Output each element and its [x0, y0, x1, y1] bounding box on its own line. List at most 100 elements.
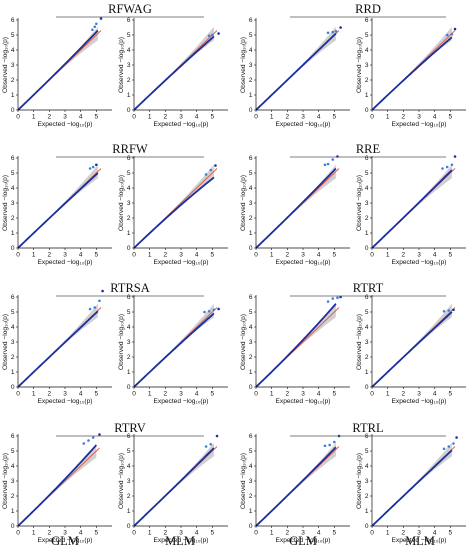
x-tick-label: 2 — [286, 114, 290, 121]
x-tick-label: 3 — [301, 530, 305, 537]
y-axis-label: Observed −log₁₀(p) — [2, 37, 9, 93]
y-tick-label: 4 — [249, 324, 253, 331]
y-tick-label: 0 — [127, 523, 131, 530]
y-tick-label: 4 — [365, 324, 369, 331]
y-tick-label: 6 — [249, 17, 253, 24]
x-tick-label: 1 — [386, 114, 390, 121]
data-point — [204, 173, 208, 176]
y-tick-label: 2 — [249, 77, 253, 84]
data-point — [215, 434, 219, 438]
x-axis-label: Expected −log₁₀(p) — [392, 259, 447, 266]
y-tick-label: 5 — [127, 448, 131, 455]
y-tick-label: 2 — [11, 215, 15, 222]
y-tick-label: 5 — [365, 448, 369, 455]
x-tick-label: 1 — [32, 252, 36, 259]
x-tick-label: 3 — [417, 114, 421, 121]
qq-panel: 0 1 2 3 4 5 0 1 2 3 4 5 6 Expected −log₁₀(p) Observed … — [2, 155, 112, 266]
x-tick-label: 2 — [286, 252, 290, 259]
data-point — [452, 308, 455, 312]
qq-panel: 0 1 2 3 4 5 0 1 2 3 4 5 6 Expected −log₁₀(p) Observed … — [2, 433, 112, 544]
y-axis-label: Observed −log₁₀(p) — [356, 314, 363, 370]
x-tick-label: 3 — [63, 252, 67, 259]
y-tick-label: 1 — [249, 369, 253, 376]
y-axis-label: Observed −log₁₀(p) — [2, 453, 9, 509]
y-tick-label: 4 — [11, 185, 15, 192]
qq-panel: 0 1 2 3 4 5 0 1 2 3 4 5 6 Expected −log₁₀(p) Observed … — [2, 289, 112, 405]
y-tick-label: 1 — [127, 92, 131, 99]
qq-panel: 0 1 2 3 4 5 0 1 2 3 4 5 6 Expected −log₁₀(p) Observed … — [118, 17, 228, 128]
y-tick-label: 0 — [249, 523, 253, 530]
data-point — [441, 167, 444, 170]
x-tick-label: 0 — [132, 391, 136, 398]
y-tick-label: 5 — [249, 32, 253, 39]
x-tick-label: 4 — [317, 391, 321, 398]
observed-curve — [371, 36, 453, 111]
x-tick-label: 0 — [370, 530, 374, 537]
x-tick-label: 5 — [95, 530, 99, 537]
trait-title: RRD — [355, 2, 381, 16]
y-tick-label: 4 — [249, 47, 253, 54]
x-tick-label: 3 — [417, 391, 421, 398]
y-tick-label: 6 — [365, 155, 369, 162]
observed-curve — [133, 312, 215, 388]
data-point — [450, 32, 454, 36]
data-point — [339, 26, 342, 29]
data-point — [452, 442, 455, 445]
qq-panel: 0 1 2 3 4 5 0 1 2 3 4 5 6 Expected −log₁₀(p) Observed … — [240, 294, 350, 405]
y-tick-label: 5 — [365, 32, 369, 39]
y-tick-label: 5 — [11, 32, 15, 39]
y-tick-label: 6 — [127, 17, 131, 24]
y-tick-label: 5 — [365, 309, 369, 316]
model-label: GLM — [289, 534, 317, 548]
x-tick-label: 0 — [132, 114, 136, 121]
x-tick-label: 5 — [333, 114, 337, 121]
qq-panel: 0 1 2 3 4 5 0 1 2 3 4 5 6 Expected −log₁₀(p) Observed … — [118, 294, 228, 405]
x-tick-label: 2 — [402, 114, 406, 121]
x-axis-label: Expected −log₁₀(p) — [38, 259, 93, 266]
qq-panel: 0 1 2 3 4 5 0 1 2 3 4 5 6 Expected −log₁₀(p) Observed … — [356, 294, 466, 405]
data-point — [453, 155, 457, 158]
y-tick-label: 0 — [249, 245, 253, 252]
x-tick-label: 0 — [132, 530, 136, 537]
x-tick-label: 2 — [164, 530, 168, 537]
model-label: MLM — [405, 534, 435, 548]
x-tick-label: 3 — [417, 252, 421, 259]
data-point — [209, 442, 213, 446]
y-tick-label: 4 — [365, 185, 369, 192]
data-point — [217, 307, 220, 311]
y-tick-label: 5 — [11, 170, 15, 177]
y-tick-label: 3 — [365, 62, 369, 69]
y-tick-label: 5 — [127, 170, 131, 177]
y-tick-label: 6 — [11, 155, 15, 162]
y-tick-label: 6 — [11, 17, 15, 24]
y-tick-label: 3 — [127, 339, 131, 346]
data-point — [323, 163, 327, 167]
y-tick-label: 5 — [11, 309, 15, 316]
data-point — [207, 309, 211, 313]
data-point — [204, 445, 208, 448]
x-axis-label: Expected −log₁₀(p) — [38, 537, 93, 544]
observed-curve — [371, 169, 453, 249]
data-point — [211, 33, 214, 37]
observed-curve — [255, 303, 337, 388]
x-tick-label: 5 — [449, 391, 453, 398]
data-point — [450, 163, 454, 167]
x-tick-label: 5 — [95, 252, 99, 259]
x-tick-label: 0 — [254, 252, 258, 259]
x-tick-label: 0 — [254, 530, 258, 537]
x-tick-label: 2 — [164, 252, 168, 259]
x-tick-label: 2 — [164, 114, 168, 121]
observed-curve — [17, 310, 99, 388]
x-tick-label: 5 — [211, 252, 215, 259]
data-point — [323, 444, 327, 448]
x-tick-label: 3 — [301, 391, 305, 398]
y-tick-label: 6 — [249, 294, 253, 301]
trait-title: RTRL — [352, 421, 383, 435]
y-tick-label: 1 — [127, 508, 131, 515]
y-tick-label: 1 — [11, 230, 15, 237]
x-tick-label: 1 — [270, 252, 274, 259]
y-tick-label: 2 — [127, 215, 131, 222]
data-point — [447, 445, 451, 448]
observed-curve — [255, 32, 337, 111]
